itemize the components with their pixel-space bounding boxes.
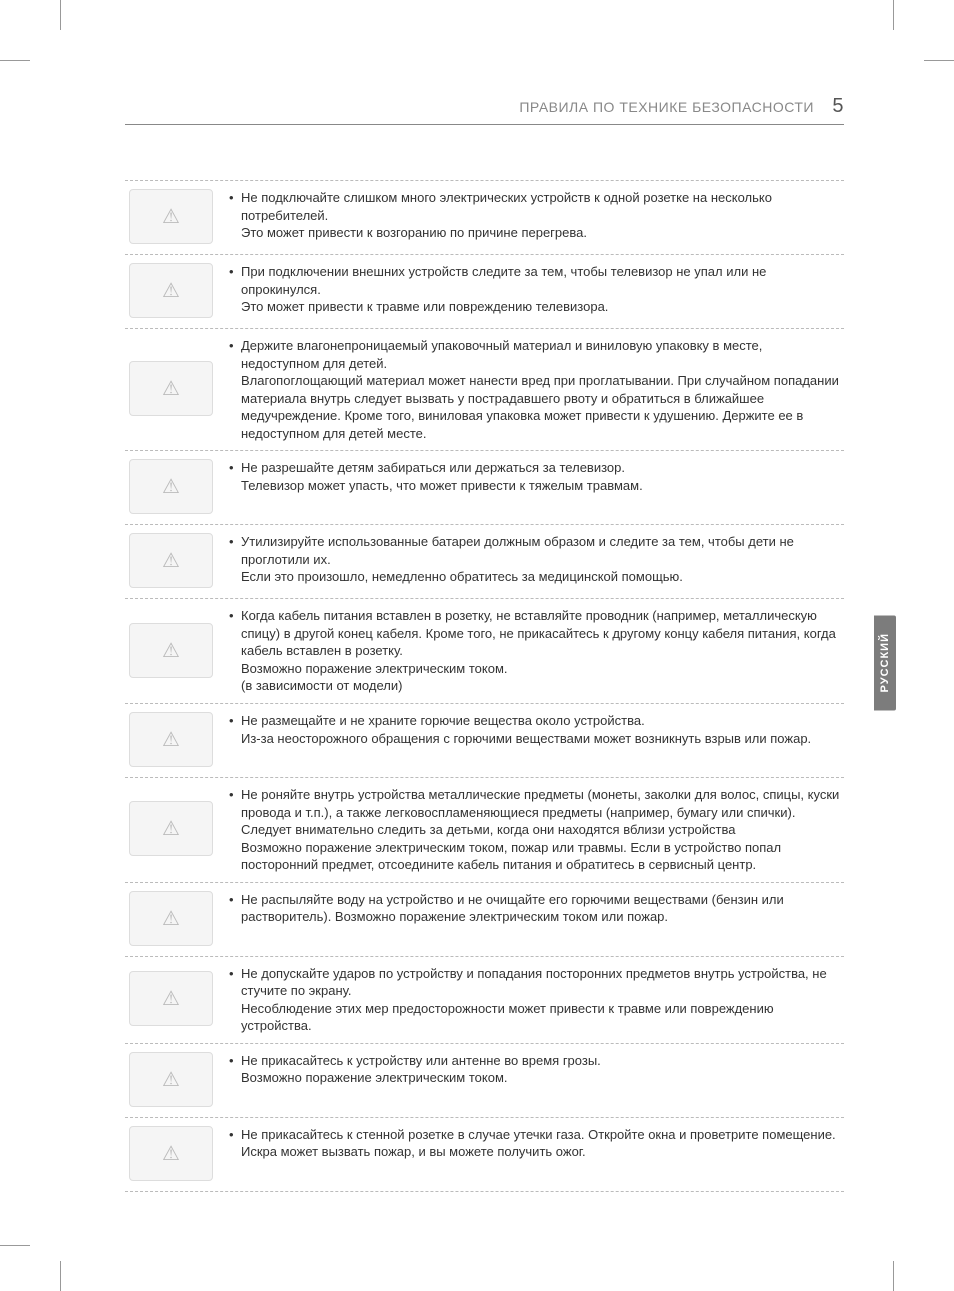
rule-text-cell: Не прикасайтесь к стенной розетке в случ… (229, 1124, 844, 1183)
rule-main-text: Не размещайте и не храните горючие вещес… (241, 713, 645, 728)
rule-text-cell: Не размещайте и не храните горючие вещес… (229, 710, 844, 769)
rule-extra-text: Возможно поражение электрическим током, … (241, 839, 844, 874)
rule-bullet: Когда кабель питания вставлен в розетку,… (241, 607, 844, 695)
rule-extra-text: Искра может вызвать пожар, и вы можете п… (241, 1143, 844, 1161)
safety-rule-row: ⚠ При подключении внешних устройств следи… (125, 255, 844, 329)
gas-leak-icon: ⚠ (129, 1126, 213, 1181)
rule-text-cell: При подключении внешних устройств следит… (229, 261, 844, 320)
page-header: ПРАВИЛА ПО ТЕХНИКЕ БЕЗОПАСНОСТИ 5 (125, 95, 844, 125)
rule-extra-text: Влагопоглощающий материал может нанести … (241, 372, 844, 442)
objects-in-tv-icon: ⚠ (129, 801, 213, 856)
rule-extra-text: Это может привести к возгоранию по причи… (241, 224, 844, 242)
cable-conductor-icon: ⚠ (129, 623, 213, 678)
children-packaging-icon: ⚠ (129, 361, 213, 416)
rule-text-cell: Не разрешайте детям забираться или держа… (229, 457, 844, 516)
rule-icon-cell: ⚠ (125, 710, 217, 769)
safety-rule-row: ⚠ Держите влагонепроницаемый упаковочный … (125, 329, 844, 451)
rule-icon-cell: ⚠ (125, 187, 217, 246)
safety-rule-row: ⚠ Не прикасайтесь к устройству или антенн… (125, 1044, 844, 1118)
rule-text-cell: Не роняйте внутрь устройства металлическ… (229, 784, 844, 874)
safety-rules-list: ⚠ Не подключайте слишком много электричес… (125, 180, 844, 1192)
flammable-near-tv-icon: ⚠ (129, 712, 213, 767)
rule-text-cell: Держите влагонепроницаемый упаковочный м… (229, 335, 844, 442)
safety-rule-row: ⚠ Не размещайте и не храните горючие веще… (125, 704, 844, 778)
rule-main-text: Не распыляйте воду на устройство и не оч… (241, 892, 784, 925)
language-tab: РУССКИЙ (874, 615, 896, 710)
rule-icon-cell: ⚠ (125, 605, 217, 695)
rule-icon-cell: ⚠ (125, 963, 217, 1035)
rule-main-text: Утилизируйте использованные батареи долж… (241, 534, 794, 567)
rule-icon-cell: ⚠ (125, 889, 217, 948)
safety-rule-row: ⚠ Когда кабель питания вставлен в розетку… (125, 599, 844, 704)
rule-extra-text: Телевизор может упасть, что может привес… (241, 477, 844, 495)
safety-rule-row: ⚠ Не допускайте ударов по устройству и по… (125, 957, 844, 1044)
rule-icon-cell: ⚠ (125, 531, 217, 590)
water-spray-icon: ⚠ (129, 891, 213, 946)
rule-bullet: Утилизируйте использованные батареи долж… (241, 533, 844, 586)
rule-bullet: Не разрешайте детям забираться или держа… (241, 459, 844, 494)
rule-extra-text: Это может привести к травме или поврежде… (241, 298, 844, 316)
rule-bullet: Не прикасайтесь к стенной розетке в случ… (241, 1126, 844, 1161)
safety-rule-row: ⚠ Утилизируйте использованные батареи дол… (125, 525, 844, 599)
rule-bullet: Не распыляйте воду на устройство и не оч… (241, 891, 844, 926)
page-number: 5 (832, 95, 844, 117)
rule-icon-cell: ⚠ (125, 1124, 217, 1183)
rule-text-cell: Когда кабель питания вставлен в розетку,… (229, 605, 844, 695)
rule-extra-text: Несоблюдение этих мер предосторожности м… (241, 1000, 844, 1035)
rule-extra-text: Если это произошло, немедленно обратитес… (241, 568, 844, 586)
rule-bullet: При подключении внешних устройств следит… (241, 263, 844, 316)
rule-icon-cell: ⚠ (125, 457, 217, 516)
rule-text-cell: Не допускайте ударов по устройству и поп… (229, 963, 844, 1035)
rule-main-text: Не разрешайте детям забираться или держа… (241, 460, 625, 475)
rule-bullet: Не допускайте ударов по устройству и поп… (241, 965, 844, 1035)
rule-text-cell: Утилизируйте использованные батареи долж… (229, 531, 844, 590)
safety-rule-row: ⚠ Не роняйте внутрь устройства металличес… (125, 778, 844, 883)
rule-icon-cell: ⚠ (125, 1050, 217, 1109)
rule-text-cell: Не прикасайтесь к устройству или антенне… (229, 1050, 844, 1109)
rule-extra-text: Возможно поражение электрическим током. (241, 1069, 844, 1087)
rule-text-cell: Не подключайте слишком много электрическ… (229, 187, 844, 246)
rule-bullet: Держите влагонепроницаемый упаковочный м… (241, 337, 844, 442)
rule-main-text: Не роняйте внутрь устройства металлическ… (241, 787, 839, 837)
rule-icon-cell: ⚠ (125, 335, 217, 442)
child-climbing-tv-icon: ⚠ (129, 459, 213, 514)
safety-rule-row: ⚠ Не прикасайтесь к стенной розетке в слу… (125, 1118, 844, 1192)
safety-rule-row: ⚠ Не подключайте слишком много электричес… (125, 180, 844, 255)
rule-main-text: Не прикасайтесь к устройству или антенне… (241, 1053, 601, 1068)
rule-main-text: Не подключайте слишком много электрическ… (241, 190, 772, 223)
lightning-antenna-icon: ⚠ (129, 1052, 213, 1107)
rule-main-text: Держите влагонепроницаемый упаковочный м… (241, 338, 762, 371)
rule-bullet: Не прикасайтесь к устройству или антенне… (241, 1052, 844, 1087)
rule-main-text: При подключении внешних устройств следит… (241, 264, 766, 297)
rule-main-text: Не допускайте ударов по устройству и поп… (241, 966, 827, 999)
rule-extra-text: (в зависимости от модели) (241, 677, 844, 695)
safety-rule-row: ⚠ Не распыляйте воду на устройство и не о… (125, 883, 844, 957)
rule-extra-text: Из-за неосторожного обращения с горючими… (241, 730, 844, 748)
safety-rule-row: ⚠ Не разрешайте детям забираться или держ… (125, 451, 844, 525)
rule-extra-text: Возможно поражение электрическим током. (241, 660, 844, 678)
battery-disposal-icon: ⚠ (129, 533, 213, 588)
rule-bullet: Не роняйте внутрь устройства металлическ… (241, 786, 844, 874)
header-title: ПРАВИЛА ПО ТЕХНИКЕ БЕЗОПАСНОСТИ (519, 99, 814, 115)
impact-tv-icon: ⚠ (129, 971, 213, 1026)
rule-icon-cell: ⚠ (125, 784, 217, 874)
rule-bullet: Не подключайте слишком много электрическ… (241, 189, 844, 242)
rule-bullet: Не размещайте и не храните горючие вещес… (241, 712, 844, 747)
rule-main-text: Не прикасайтесь к стенной розетке в случ… (241, 1127, 836, 1142)
rule-icon-cell: ⚠ (125, 261, 217, 320)
page-content: ПРАВИЛА ПО ТЕХНИКЕ БЕЗОПАСНОСТИ 5 ⚠ Не по… (0, 0, 954, 1252)
tv-tipping-icon: ⚠ (129, 263, 213, 318)
overloaded-outlet-icon: ⚠ (129, 189, 213, 244)
rule-text-cell: Не распыляйте воду на устройство и не оч… (229, 889, 844, 948)
rule-main-text: Когда кабель питания вставлен в розетку,… (241, 608, 836, 658)
